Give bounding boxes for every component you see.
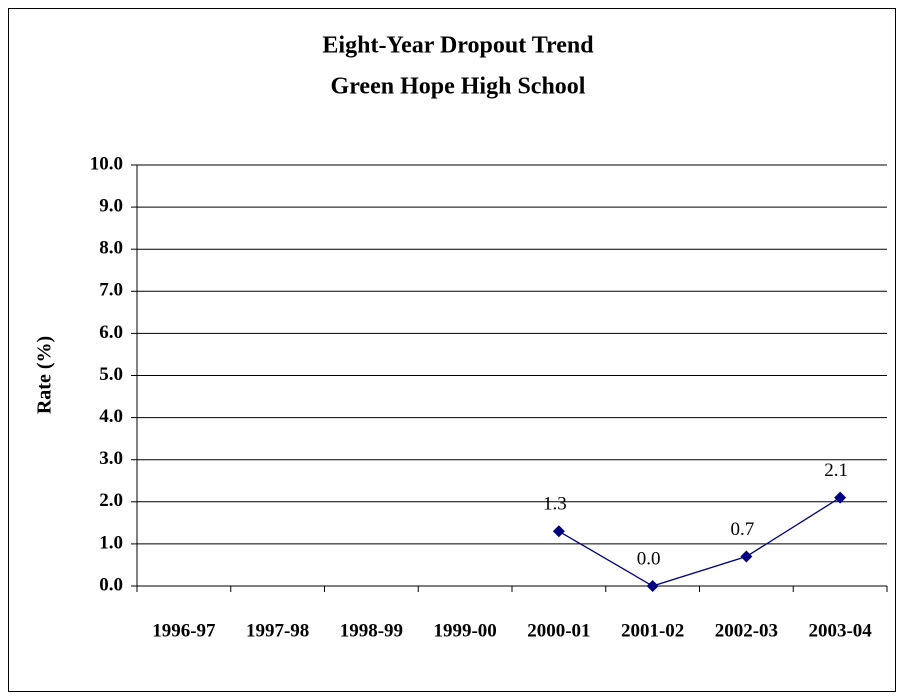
x-tick-label: 1996-97 <box>152 620 216 641</box>
data-label: 2.1 <box>824 460 848 481</box>
x-tick-label: 2001-02 <box>621 620 684 641</box>
data-label: 0.0 <box>637 548 661 569</box>
chart-border <box>8 8 896 692</box>
x-tick-label: 2002-03 <box>715 620 778 641</box>
y-tick-label: 5.0 <box>99 364 123 385</box>
y-tick-label: 3.0 <box>99 448 123 469</box>
chart-subtitle: Green Hope High School <box>331 74 586 100</box>
x-tick-label: 1997-98 <box>246 620 309 641</box>
y-tick-label: 9.0 <box>99 195 123 216</box>
x-tick-label: 2003-04 <box>808 620 872 641</box>
y-tick-label: 8.0 <box>99 238 123 259</box>
y-tick-label: 7.0 <box>99 280 123 301</box>
marker <box>552 525 565 538</box>
y-tick-label: 0.0 <box>99 574 123 595</box>
x-tick-label: 1999-00 <box>433 620 496 641</box>
x-tick-label: 2000-01 <box>527 620 590 641</box>
marker <box>834 491 847 504</box>
y-tick-label: 10.0 <box>90 153 123 174</box>
marker <box>646 580 659 592</box>
x-tick-label: 1998-99 <box>340 620 403 641</box>
y-tick-label: 2.0 <box>99 490 123 511</box>
y-tick-label: 4.0 <box>99 406 123 427</box>
y-tick-label: 6.0 <box>99 322 123 343</box>
chart-title: Eight-Year Dropout Trend <box>322 33 594 59</box>
y-tick-label: 1.0 <box>99 532 123 553</box>
y-axis-label: Rate (%) <box>34 336 56 414</box>
line <box>558 497 841 587</box>
marker <box>740 550 753 563</box>
data-label: 1.3 <box>543 494 567 515</box>
data-label: 0.7 <box>731 519 755 540</box>
